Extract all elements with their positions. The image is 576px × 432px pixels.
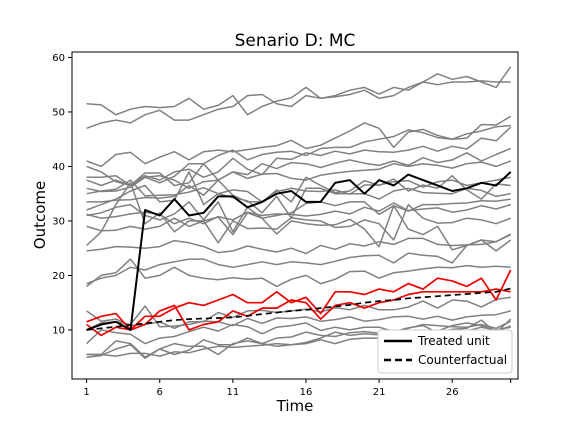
series-line-control-18 (86, 233, 512, 255)
y-axis-label: Outcome (31, 181, 49, 249)
legend-label-treated: Treated unit (417, 334, 490, 348)
legend-label-counterfactual: Counterfactual (418, 353, 507, 367)
series-line-control-20 (86, 258, 511, 288)
y-tick-label: 30 (52, 216, 65, 227)
series-line-control-14 (86, 198, 511, 233)
series-line-highlight-3 (86, 288, 511, 331)
series-line-control-5 (86, 80, 511, 130)
x-axis: 1 6 11 16 21 26 (83, 379, 512, 398)
series-line-control-8 (86, 126, 512, 187)
y-tick-label: 10 (52, 325, 65, 336)
y-axis: 10 20 30 40 50 60 (52, 53, 72, 336)
x-tick-label: 21 (373, 387, 386, 398)
plot-frame (71, 51, 519, 380)
series-line-control-6 (86, 115, 512, 168)
series-line-control-19 (86, 233, 512, 285)
y-tick-label: 20 (52, 271, 65, 282)
x-tick-label: 6 (157, 387, 163, 398)
series-line-control-10 (86, 160, 511, 193)
x-tick-label: 26 (446, 387, 459, 398)
x-tick-label: 1 (83, 387, 89, 398)
series-line-counterfactual-1 (86, 287, 511, 331)
x-tick-label: 16 (300, 387, 313, 398)
legend: Treated unit Counterfactual (377, 329, 513, 374)
series-line-control-13 (86, 171, 511, 219)
series-line-control-4 (86, 66, 512, 116)
y-tick-label: 50 (52, 107, 65, 118)
chart-title: Senario D: MC (235, 31, 356, 51)
series-line-control-16 (86, 203, 511, 244)
y-tick-label: 60 (52, 53, 65, 64)
series-line-control-9 (86, 147, 511, 187)
y-tick-label: 40 (52, 162, 65, 173)
series-line-highlight-2 (86, 269, 512, 337)
x-tick-label: 11 (226, 387, 239, 398)
x-axis-label: Time (276, 397, 314, 415)
series-line-control-7 (86, 124, 511, 187)
series-line-treated-0 (86, 171, 512, 331)
series-line-control-22 (86, 305, 511, 331)
